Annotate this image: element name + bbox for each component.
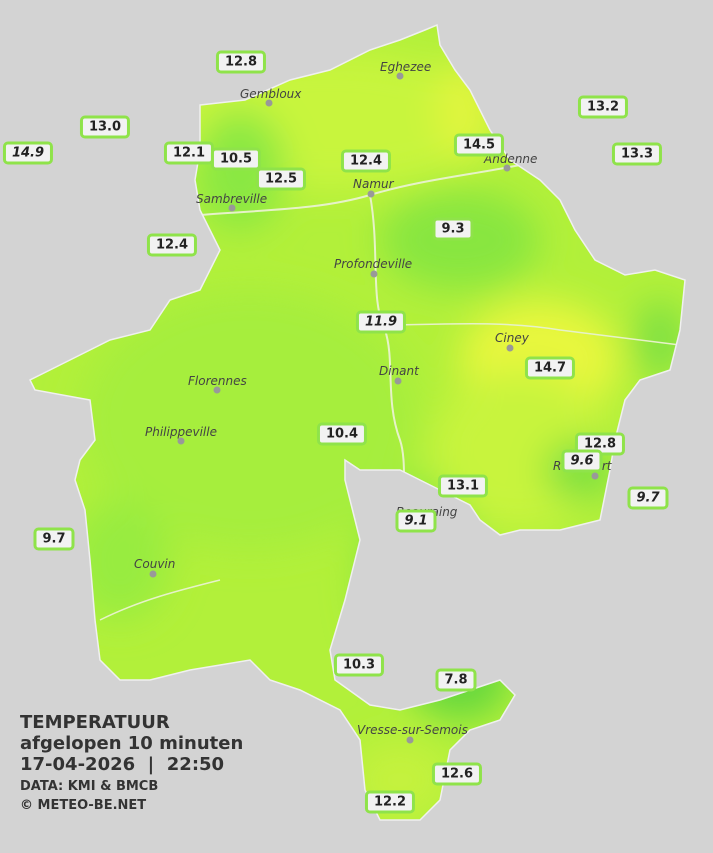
city-label: Vresse-sur-Semois xyxy=(357,723,468,737)
legend-title: TEMPERATUUR xyxy=(20,712,170,733)
station-temperature: 9.3 xyxy=(432,217,474,241)
city-dot xyxy=(177,437,185,445)
station-temperature: 9.7 xyxy=(33,527,75,551)
station-temperature: 13.1 xyxy=(437,474,489,498)
city-label: Profondeville xyxy=(334,257,413,271)
station-temperature: 14.9 xyxy=(2,141,54,165)
station-temperature: 9.1 xyxy=(395,509,437,533)
station-temperature: 7.8 xyxy=(435,668,477,692)
station-temperature: 12.4 xyxy=(340,149,392,173)
station-temperature: 13.2 xyxy=(577,95,629,119)
city-label: Namur xyxy=(353,177,394,191)
city-label: Philippeville xyxy=(145,425,217,439)
city-dot xyxy=(506,344,514,352)
station-temperature: 11.9 xyxy=(355,310,407,334)
city-label: Couvin xyxy=(134,557,176,571)
legend-datetime: 17-04-2026 | 22:50 xyxy=(20,754,225,775)
city-dot xyxy=(149,570,157,578)
station-temperature: 10.4 xyxy=(316,422,368,446)
city-dot xyxy=(213,386,221,394)
city-label: Sambreville xyxy=(196,192,268,206)
city-dot xyxy=(265,99,273,107)
station-temperature: 9.7 xyxy=(627,486,669,510)
station-temperature: 10.5 xyxy=(210,147,262,171)
legend-copyright: © METEO-BE.NET xyxy=(20,798,147,813)
station-temperature: 13.0 xyxy=(79,115,131,139)
station-temperature: 12.6 xyxy=(431,762,483,786)
city-label: Ciney xyxy=(495,331,529,345)
city-dot xyxy=(394,377,402,385)
legend-subtitle: afgelopen 10 minuten xyxy=(20,733,244,754)
station-temperature: 12.4 xyxy=(146,233,198,257)
station-temperature: 13.3 xyxy=(611,142,663,166)
city-dot xyxy=(367,190,375,198)
city-dot xyxy=(396,72,404,80)
city-label: Eghezee xyxy=(380,60,432,74)
station-temperature: 12.2 xyxy=(364,790,416,814)
city-label: Dinant xyxy=(379,364,419,378)
city-dot xyxy=(591,472,599,480)
legend-source: DATA: KMI & BMCB xyxy=(20,779,159,794)
station-temperature: 9.6 xyxy=(561,449,603,473)
station-temperature: 12.8 xyxy=(215,50,267,74)
station-temperature: 14.7 xyxy=(524,356,576,380)
station-temperature: 12.5 xyxy=(255,167,307,191)
city-label: Gembloux xyxy=(240,87,302,101)
city-dot xyxy=(406,736,414,744)
city-dot xyxy=(228,204,236,212)
legend: TEMPERATUUR afgelopen 10 minuten 17-04-2… xyxy=(20,712,243,813)
city-dot xyxy=(503,164,511,172)
city-dot xyxy=(370,270,378,278)
station-temperature: 14.5 xyxy=(453,133,505,157)
city-label: Florennes xyxy=(188,374,247,388)
station-temperature: 12.1 xyxy=(163,141,215,165)
station-temperature: 10.3 xyxy=(333,653,385,677)
